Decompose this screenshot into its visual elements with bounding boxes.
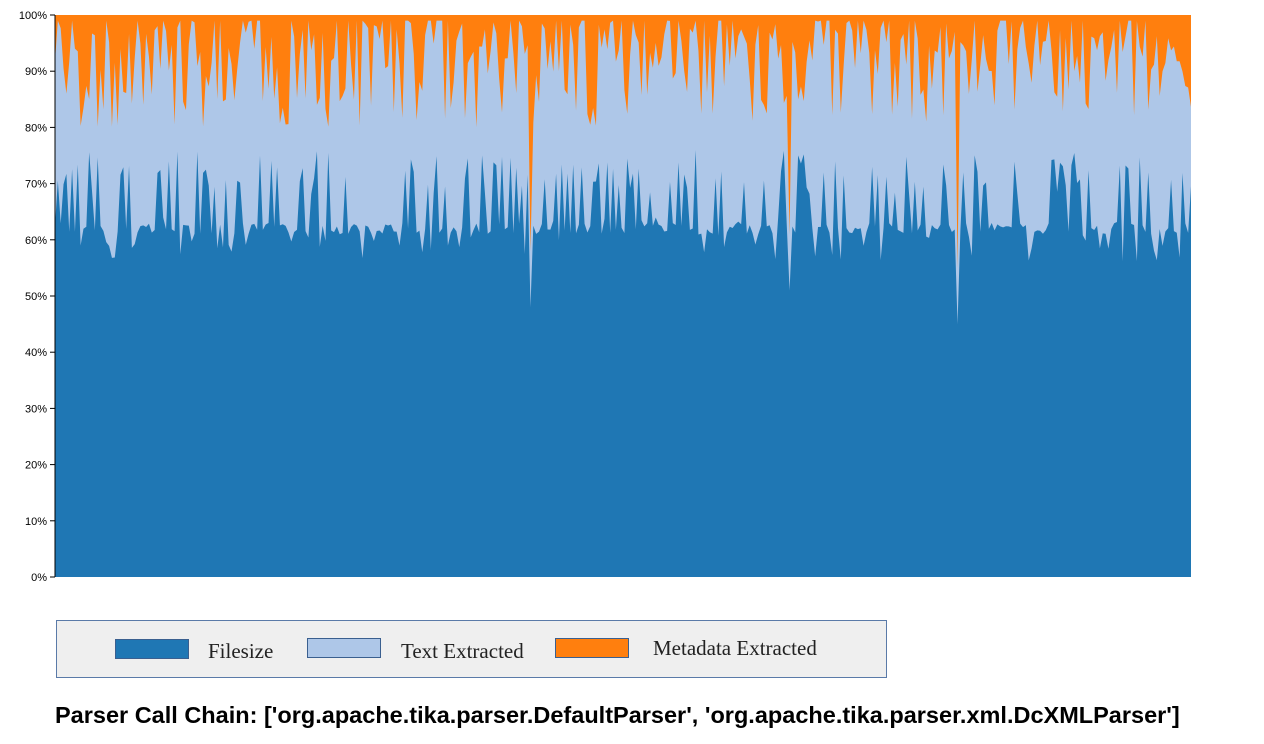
- legend-label-text-extracted: Text Extracted: [401, 639, 524, 663]
- y-tick-label: 90%: [25, 66, 47, 78]
- y-tick-label: 50%: [25, 291, 47, 303]
- y-tick-label: 40%: [25, 347, 47, 359]
- legend-swatch-text-extracted: [307, 638, 381, 658]
- stacked-area-chart: 0% 10% 20% 30% 40% 50% 60% 70% 80% 90% 100%: [19, 10, 1191, 584]
- chart-area: 0% 10% 20% 30% 40% 50% 60% 70% 80% 90% 100%: [19, 10, 1191, 584]
- legend-swatch-filesize: [115, 639, 189, 659]
- legend-label-filesize: Filesize: [208, 639, 274, 663]
- legend: Filesize Text Extracted Metadata Extract…: [56, 620, 887, 678]
- parser-call-chain-title: Parser Call Chain: ['org.apache.tika.par…: [55, 702, 1180, 728]
- y-tick-label: 60%: [25, 235, 47, 247]
- y-tick-label: 30%: [25, 403, 47, 415]
- y-tick-label: 100%: [19, 10, 47, 22]
- y-tick-label: 70%: [25, 179, 47, 191]
- y-tick-label: 0%: [31, 572, 47, 584]
- legend-label-metadata-extracted: Metadata Extracted: [653, 636, 817, 660]
- y-tick-label: 20%: [25, 460, 47, 472]
- legend-swatch-metadata-extracted: [555, 638, 629, 658]
- y-tick-label: 80%: [25, 122, 47, 134]
- y-tick-label: 10%: [25, 516, 47, 528]
- series-filesize-area: [55, 150, 1191, 577]
